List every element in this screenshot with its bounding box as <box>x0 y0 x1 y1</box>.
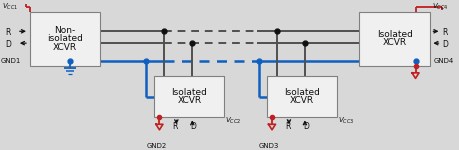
Text: GND4: GND4 <box>433 58 453 64</box>
Text: R: R <box>442 28 448 37</box>
Text: GND3: GND3 <box>259 143 280 149</box>
Text: D: D <box>442 40 448 49</box>
Text: XCVR: XCVR <box>382 38 407 47</box>
Bar <box>30 12 100 66</box>
Text: isolated: isolated <box>47 34 83 43</box>
Text: XCVR: XCVR <box>290 96 314 105</box>
Text: R: R <box>285 122 291 131</box>
Bar <box>267 76 337 117</box>
Text: Non-: Non- <box>54 26 75 35</box>
Text: $V_{CC1}$: $V_{CC1}$ <box>2 2 18 12</box>
Text: D: D <box>303 122 309 131</box>
Text: GND2: GND2 <box>146 143 167 149</box>
Text: D: D <box>190 122 196 131</box>
Text: Isolated: Isolated <box>284 88 320 97</box>
Text: $V_{CC3}$: $V_{CC3}$ <box>338 115 354 126</box>
Text: Isolated: Isolated <box>377 30 413 39</box>
Text: GND1: GND1 <box>1 58 22 64</box>
Text: $V_{CC4}$: $V_{CC4}$ <box>432 2 449 12</box>
Bar <box>358 12 431 66</box>
Text: R: R <box>173 122 178 131</box>
Text: $V_{CC2}$: $V_{CC2}$ <box>225 115 241 126</box>
Text: XCVR: XCVR <box>53 43 77 52</box>
Text: R: R <box>5 28 11 37</box>
Text: D: D <box>5 40 11 49</box>
Text: XCVR: XCVR <box>177 96 202 105</box>
Bar <box>154 76 224 117</box>
Text: Isolated: Isolated <box>171 88 207 97</box>
